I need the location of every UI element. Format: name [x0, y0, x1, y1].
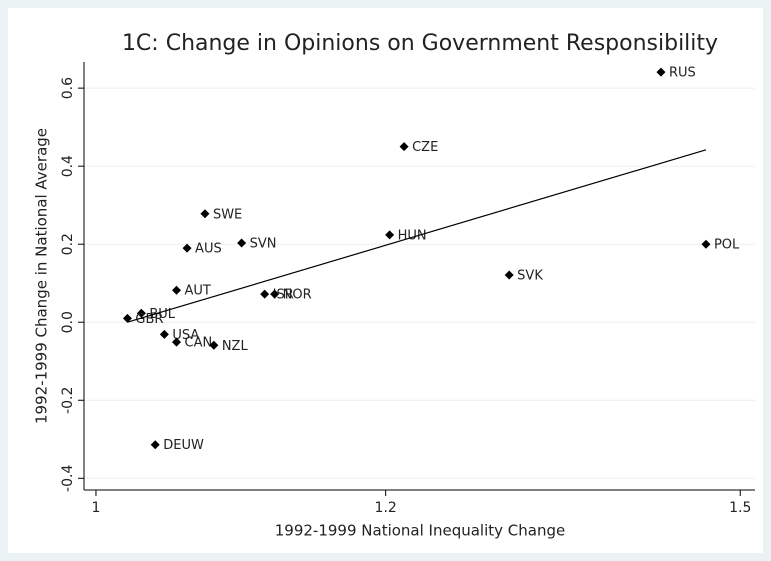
point — [399, 142, 409, 152]
point — [182, 243, 192, 253]
y-tick-label: -0.4 — [60, 465, 76, 492]
point-label: NZL — [222, 339, 249, 354]
point — [237, 238, 247, 248]
point-label: USA — [172, 328, 199, 343]
y-tick-label: 0.2 — [60, 233, 76, 255]
point — [385, 230, 395, 240]
point — [159, 329, 169, 339]
y-tick-label: 0.4 — [60, 155, 76, 177]
point-label: HUN — [398, 228, 427, 243]
point-label: NOR — [283, 288, 312, 303]
y-tick-label: -0.2 — [60, 387, 76, 414]
background — [8, 8, 763, 553]
point-label: GBR — [135, 312, 163, 327]
y-tick-label: 0.6 — [60, 77, 76, 99]
point — [122, 313, 132, 323]
point-label: POL — [714, 238, 740, 253]
point-label: SVK — [517, 269, 543, 284]
x-tick-label: 1 — [92, 500, 101, 516]
point — [209, 340, 219, 350]
point-label: AUT — [185, 284, 211, 299]
point-label: SWE — [213, 207, 242, 222]
point — [504, 270, 514, 280]
point — [136, 308, 146, 318]
x-tick-label: 1.2 — [375, 500, 397, 516]
point — [656, 67, 666, 77]
point-label: SVN — [250, 237, 277, 252]
point — [701, 239, 711, 249]
point — [260, 289, 270, 299]
point — [270, 289, 280, 299]
point — [172, 337, 182, 347]
x-tick-label: 1.5 — [729, 500, 751, 516]
fit-line — [127, 149, 707, 323]
point-label: CAN — [185, 336, 213, 351]
point — [150, 440, 160, 450]
y-axis-label: 1992-1999 Change in National Average — [33, 128, 51, 424]
point-label: AUS — [195, 242, 222, 257]
point-label: RUS — [669, 66, 696, 81]
chart-title: 1C: Change in Opinions on Government Res… — [122, 31, 718, 56]
point-label: BUL — [149, 307, 175, 322]
point-label: ISR — [273, 288, 294, 303]
point-label: CZE — [412, 140, 438, 155]
point-label: DEUW — [163, 438, 204, 453]
point — [200, 209, 210, 219]
point — [172, 285, 182, 295]
x-axis-label: 1992-1999 National Inequality Change — [275, 522, 565, 540]
y-tick-label: 0.0 — [60, 311, 76, 333]
